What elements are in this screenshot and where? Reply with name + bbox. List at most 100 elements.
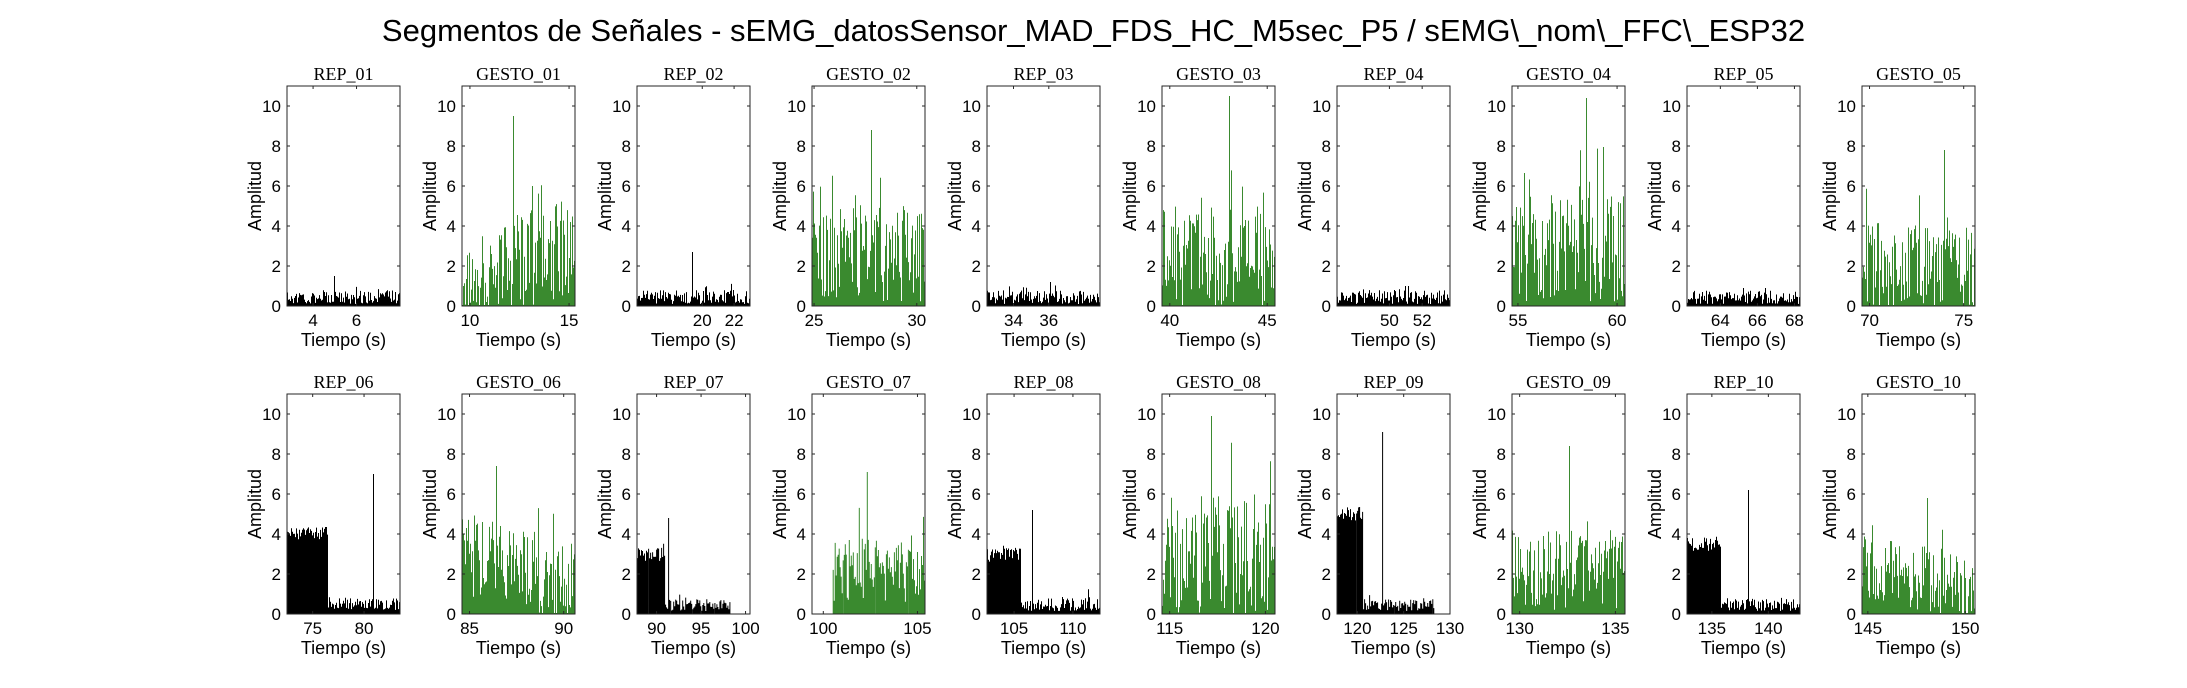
x-tick-label: 66 — [1748, 311, 1767, 330]
subplot-gesto-09: 0 2 4 6 8 10 130 135 GESTO_09 Tiempo (s) Amplitud — [1470, 372, 1630, 658]
y-tick-label: 10 — [1487, 97, 1506, 116]
y-tick-label: 8 — [972, 445, 981, 464]
subplot-rep-09: 0 2 4 6 8 10 120 125 130 REP_09 Tiempo (s) Amplitud — [1295, 372, 1464, 658]
subplot-title: GESTO_01 — [476, 64, 561, 84]
y-tick-label: 0 — [622, 605, 631, 624]
y-tick-label: 0 — [1147, 297, 1156, 316]
axes-box — [1161, 85, 1276, 307]
y-tick-label: 10 — [962, 97, 981, 116]
y-tick-label: 8 — [622, 137, 631, 156]
x-tick-label: 15 — [560, 311, 579, 330]
subplot-title: GESTO_06 — [476, 372, 561, 392]
y-tick-label: 10 — [962, 405, 981, 424]
y-tick-label: 6 — [272, 485, 281, 504]
y-axis-label: Amplitud — [1295, 161, 1315, 231]
x-tick-label: 90 — [554, 619, 573, 638]
axes-box — [1511, 393, 1626, 615]
y-axis-label: Amplitud — [1820, 161, 1840, 231]
y-tick-label: 0 — [1322, 297, 1331, 316]
signal-bars-rep — [1687, 288, 1800, 306]
y-tick-label: 10 — [787, 97, 806, 116]
x-axis-label: Tiempo (s) — [1001, 330, 1086, 350]
y-tick-label: 8 — [797, 137, 806, 156]
subplot-title: GESTO_05 — [1876, 64, 1961, 84]
x-tick-label: 105 — [903, 619, 931, 638]
y-tick-label: 10 — [437, 405, 456, 424]
x-tick-label: 95 — [692, 619, 711, 638]
x-tick-label: 52 — [1413, 311, 1432, 330]
subplot-gesto-02: 0 2 4 6 8 10 25 30 GESTO_02 Tiempo (s) Amplitud — [770, 64, 926, 350]
signal-bars-gesto — [462, 466, 575, 614]
y-tick-label: 2 — [1497, 257, 1506, 276]
y-tick-label: 4 — [797, 525, 806, 544]
y-tick-label: 2 — [1147, 257, 1156, 276]
x-tick-label: 36 — [1039, 311, 1058, 330]
signal-bars-rep — [637, 252, 750, 306]
subplot-gesto-10: 0 2 4 6 8 10 145 150 GESTO_10 Tiempo (s) Amplitud — [1820, 372, 1979, 658]
y-tick-label: 2 — [622, 257, 631, 276]
y-axis-label: Amplitud — [595, 469, 615, 539]
x-tick-label: 105 — [1000, 619, 1028, 638]
x-tick-label: 150 — [1951, 619, 1979, 638]
axes-box — [1861, 393, 1976, 615]
y-tick-label: 2 — [1322, 565, 1331, 584]
subplot-title: REP_06 — [313, 372, 373, 392]
x-tick-label: 40 — [1160, 311, 1179, 330]
subplot-gesto-03: 0 2 4 6 8 10 40 45 GESTO_03 Tiempo (s) Amplitud — [1120, 64, 1277, 350]
y-axis-label: Amplitud — [1645, 469, 1665, 539]
y-tick-label: 10 — [1662, 97, 1681, 116]
y-tick-label: 4 — [1322, 525, 1331, 544]
subplot-title: GESTO_07 — [826, 372, 911, 392]
signal-bars-gesto — [462, 116, 575, 306]
y-tick-label: 10 — [437, 97, 456, 116]
y-tick-label: 4 — [1322, 217, 1331, 236]
y-axis-label: Amplitud — [245, 161, 265, 231]
y-tick-label: 2 — [1672, 565, 1681, 584]
y-axis-label: Amplitud — [1820, 469, 1840, 539]
axes-box — [636, 393, 751, 615]
signal-bars-gesto — [832, 472, 925, 614]
y-tick-label: 0 — [622, 297, 631, 316]
y-tick-label: 6 — [1322, 177, 1331, 196]
x-tick-label: 6 — [352, 311, 361, 330]
subplot-gesto-04: 0 2 4 6 8 10 55 60 GESTO_04 Tiempo (s) Amplitud — [1470, 64, 1627, 350]
y-axis-label: Amplitud — [770, 161, 790, 231]
y-tick-label: 4 — [447, 217, 456, 236]
x-axis-label: Tiempo (s) — [1876, 330, 1961, 350]
y-tick-label: 0 — [797, 297, 806, 316]
y-tick-label: 4 — [972, 217, 981, 236]
signal-bars-gesto — [1162, 96, 1275, 306]
signal-bars-gesto — [1512, 98, 1625, 306]
y-tick-label: 0 — [447, 605, 456, 624]
y-tick-label: 10 — [1837, 97, 1856, 116]
y-tick-label: 2 — [1847, 565, 1856, 584]
y-tick-label: 0 — [447, 297, 456, 316]
signal-bars-gesto — [1162, 416, 1275, 614]
y-tick-label: 0 — [1847, 297, 1856, 316]
y-tick-label: 2 — [1497, 565, 1506, 584]
subplot-title: REP_02 — [663, 64, 723, 84]
y-tick-label: 6 — [797, 485, 806, 504]
y-tick-label: 4 — [1672, 217, 1681, 236]
x-tick-label: 10 — [460, 311, 479, 330]
x-axis-label: Tiempo (s) — [301, 330, 386, 350]
y-tick-label: 8 — [1147, 137, 1156, 156]
y-tick-label: 8 — [1847, 137, 1856, 156]
y-tick-label: 2 — [972, 565, 981, 584]
subplot-gesto-01: 0 2 4 6 8 10 10 15 GESTO_01 Tiempo (s) Amplitud — [420, 64, 579, 350]
y-tick-label: 2 — [1847, 257, 1856, 276]
y-tick-label: 10 — [1837, 405, 1856, 424]
y-tick-label: 2 — [1147, 565, 1156, 584]
y-axis-label: Amplitud — [945, 161, 965, 231]
subplot-gesto-08: 0 2 4 6 8 10 115 120 GESTO_08 Tiempo (s) Amplitud — [1120, 372, 1280, 658]
y-tick-label: 6 — [447, 177, 456, 196]
y-tick-label: 0 — [972, 297, 981, 316]
signal-bars-gesto — [1512, 446, 1625, 614]
x-axis-label: Tiempo (s) — [826, 330, 911, 350]
y-tick-label: 10 — [262, 405, 281, 424]
axes-box — [986, 393, 1101, 615]
x-tick-label: 50 — [1380, 311, 1399, 330]
y-tick-label: 4 — [1147, 217, 1156, 236]
signal-bars-rep — [1687, 490, 1800, 614]
x-tick-label: 145 — [1854, 619, 1882, 638]
